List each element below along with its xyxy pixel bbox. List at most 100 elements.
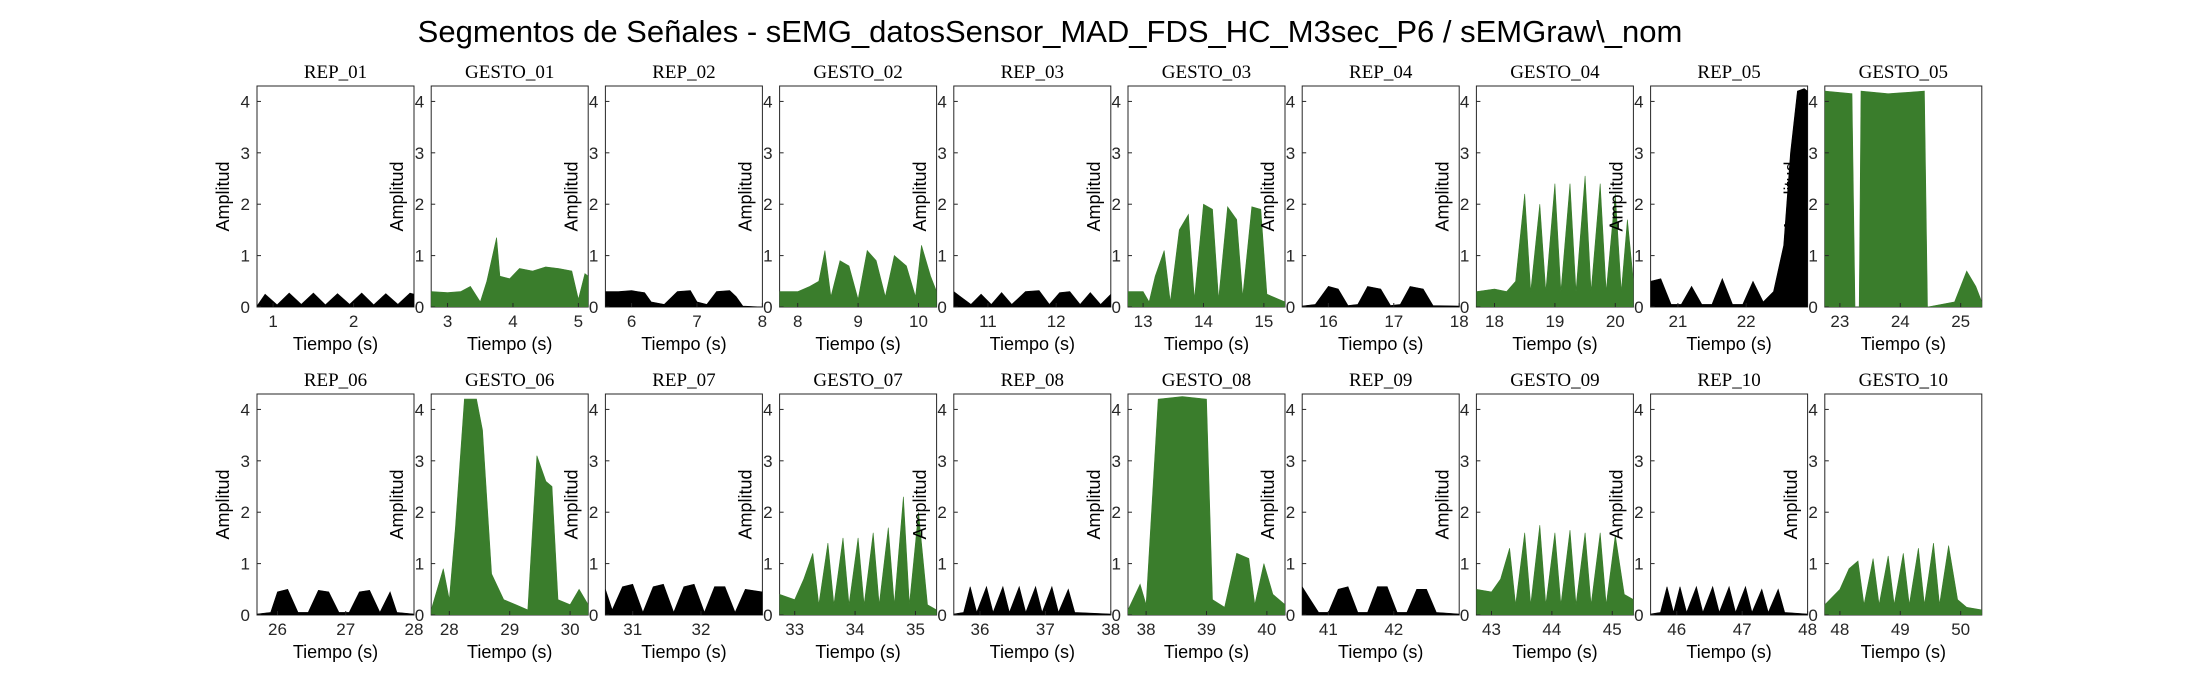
y-tick-label: 2 <box>589 195 598 214</box>
y-tick-label: 4 <box>589 400 598 419</box>
y-tick-label: 3 <box>763 144 772 163</box>
x-tick-label: 34 <box>846 620 865 639</box>
x-tick-label: 17 <box>1384 312 1403 331</box>
y-tick-label: 1 <box>241 555 250 574</box>
y-tick-label: 3 <box>415 452 424 471</box>
plot-frame <box>604 393 763 616</box>
y-tick-label: 1 <box>1112 247 1121 266</box>
x-tick-label: 24 <box>1891 312 1910 331</box>
y-axis-label: Amplitud <box>387 161 407 231</box>
y-tick-label: 2 <box>763 195 772 214</box>
subplot-title: REP_06 <box>304 370 367 391</box>
y-tick-label: 4 <box>589 92 598 111</box>
signal-area <box>605 583 763 615</box>
y-tick-label: 2 <box>763 503 772 522</box>
y-tick-label: 2 <box>241 195 250 214</box>
y-tick-label: 4 <box>1634 92 1643 111</box>
x-tick-label: 27 <box>336 620 355 639</box>
subplot-title: GESTO_02 <box>813 62 902 83</box>
subplot-title: GESTO_07 <box>813 370 902 391</box>
y-tick-label: 2 <box>1112 503 1121 522</box>
y-tick-label: 0 <box>1112 298 1121 317</box>
y-tick-label: 2 <box>1460 503 1469 522</box>
subplot-title: GESTO_06 <box>465 370 554 391</box>
y-tick-label: 3 <box>241 144 250 163</box>
signal-area <box>431 237 589 307</box>
y-tick-label: 0 <box>937 606 946 625</box>
x-tick-label: 48 <box>1798 620 1817 639</box>
y-tick-label: 3 <box>1112 144 1121 163</box>
y-tick-label: 3 <box>1112 452 1121 471</box>
x-axis-label: Tiempo (s) <box>1164 334 1249 354</box>
subplot-gesto-02: 0 1 2 3 4 8 9 10 GESTO_02 Tiempo (s) Amplitud <box>736 62 938 354</box>
signal-area <box>1650 88 1808 307</box>
subplot-title: GESTO_09 <box>1510 370 1599 391</box>
x-tick-label: 45 <box>1603 620 1622 639</box>
plot-frame <box>779 85 938 308</box>
y-axis-label: Amplitud <box>1781 469 1801 539</box>
subplot-title: REP_04 <box>1349 62 1413 83</box>
subplot-gesto-03: 0 1 2 3 4 13 14 15 GESTO_03 Tiempo (s) Amplitud <box>1084 62 1286 354</box>
y-axis-label: Amplitud <box>1084 161 1104 231</box>
signal-area <box>1128 396 1285 615</box>
subplot-title: GESTO_04 <box>1510 62 1600 83</box>
subplot-title: REP_10 <box>1697 370 1760 391</box>
y-tick-label: 1 <box>763 555 772 574</box>
signal-area <box>1476 525 1634 615</box>
signal-area <box>779 245 937 307</box>
subplot-gesto-04: 0 1 2 3 4 18 19 20 GESTO_04 Tiempo (s) Amplitud <box>1432 62 1634 354</box>
y-tick-label: 4 <box>415 92 424 111</box>
y-tick-label: 4 <box>937 400 946 419</box>
y-tick-label: 3 <box>1460 144 1469 163</box>
x-tick-label: 37 <box>1036 620 1055 639</box>
x-axis-label: Tiempo (s) <box>467 642 552 662</box>
y-tick-label: 3 <box>1634 452 1643 471</box>
y-tick-label: 0 <box>1112 606 1121 625</box>
x-tick-label: 44 <box>1542 620 1561 639</box>
signal-area <box>605 290 763 307</box>
subplot-gesto-09: 0 1 2 3 4 43 44 45 GESTO_09 Tiempo (s) Amplitud <box>1432 370 1634 662</box>
x-axis-label: Tiempo (s) <box>293 642 378 662</box>
y-tick-label: 1 <box>1634 247 1643 266</box>
x-axis-label: Tiempo (s) <box>1686 642 1771 662</box>
y-tick-label: 4 <box>1808 92 1817 111</box>
signal-area <box>953 585 1111 615</box>
x-tick-label: 46 <box>1667 620 1686 639</box>
x-tick-label: 43 <box>1482 620 1501 639</box>
y-tick-label: 4 <box>1112 400 1121 419</box>
y-tick-label: 0 <box>763 606 772 625</box>
x-axis-label: Tiempo (s) <box>990 642 1075 662</box>
y-tick-label: 2 <box>1286 503 1295 522</box>
subplot-title: REP_05 <box>1697 62 1760 83</box>
y-axis-label: Amplitud <box>736 469 756 539</box>
x-tick-label: 22 <box>1737 312 1756 331</box>
x-tick-label: 9 <box>853 312 862 331</box>
x-tick-label: 40 <box>1257 620 1276 639</box>
y-tick-label: 0 <box>1286 298 1295 317</box>
signal-area <box>1128 203 1285 307</box>
y-tick-label: 4 <box>1286 92 1295 111</box>
x-tick-label: 28 <box>440 620 459 639</box>
y-tick-label: 0 <box>589 298 598 317</box>
y-tick-label: 4 <box>1634 400 1643 419</box>
x-tick-label: 1 <box>268 312 277 331</box>
x-tick-label: 50 <box>1951 620 1970 639</box>
y-tick-label: 2 <box>937 503 946 522</box>
y-tick-label: 3 <box>1286 144 1295 163</box>
x-tick-label: 31 <box>623 620 642 639</box>
y-tick-label: 1 <box>1808 555 1817 574</box>
plot-frame <box>256 393 415 616</box>
x-tick-label: 12 <box>1047 312 1066 331</box>
y-axis-label: Amplitud <box>561 161 581 231</box>
signal-area <box>1302 586 1460 615</box>
y-tick-label: 0 <box>1808 298 1817 317</box>
y-tick-label: 3 <box>1808 144 1817 163</box>
y-axis-label: Amplitud <box>213 469 233 539</box>
x-axis-label: Tiempo (s) <box>1338 642 1423 662</box>
x-tick-label: 38 <box>1101 620 1120 639</box>
x-tick-label: 10 <box>909 312 928 331</box>
y-tick-label: 0 <box>1808 606 1817 625</box>
